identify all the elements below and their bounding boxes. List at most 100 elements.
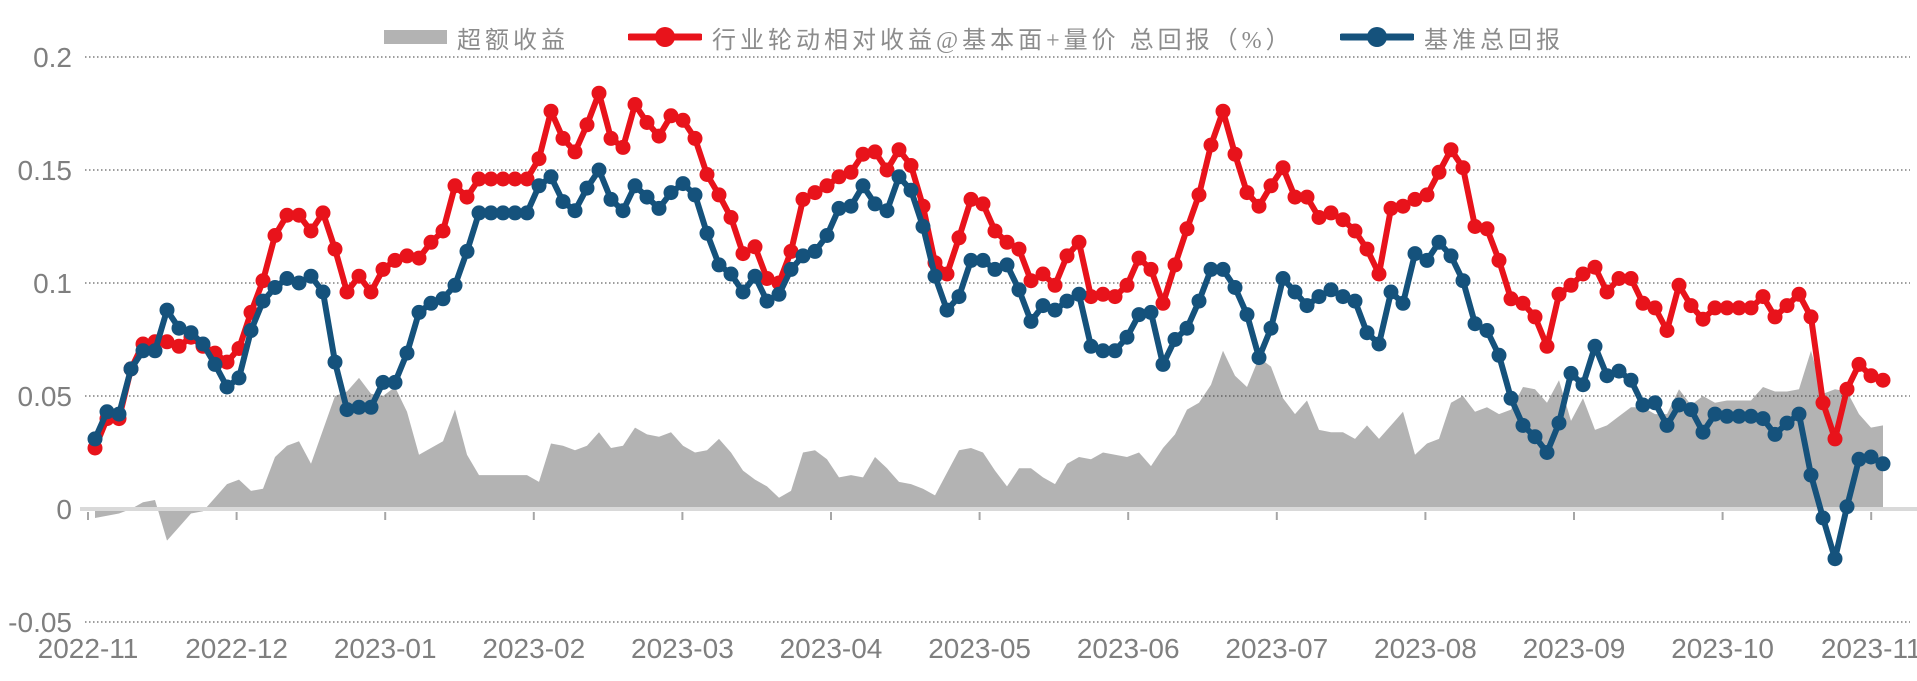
data-point-marker — [651, 200, 667, 216]
y-tick-label: 0.15 — [18, 155, 73, 186]
data-point-marker — [567, 144, 583, 160]
data-point-marker — [495, 205, 511, 221]
data-point-marker — [207, 356, 223, 372]
data-point-marker — [519, 205, 535, 221]
data-point-marker — [471, 205, 487, 221]
data-point-marker — [1767, 426, 1783, 442]
data-point-marker — [1023, 313, 1039, 329]
data-point-marker — [1287, 284, 1303, 300]
data-point-marker — [555, 130, 571, 146]
data-point-marker — [915, 219, 931, 234]
data-point-marker — [1479, 323, 1495, 338]
data-point-marker — [531, 151, 547, 167]
data-point-marker — [423, 295, 439, 311]
data-point-marker — [1551, 286, 1567, 302]
data-point-marker — [819, 228, 835, 243]
legend-label-rotation-return: 行业轮动相对收益@基本面+量价 总回报（%） — [712, 27, 1294, 54]
data-point-marker — [339, 402, 355, 418]
data-point-marker — [1071, 234, 1087, 250]
data-point-marker — [1395, 198, 1411, 214]
data-point-marker — [627, 97, 643, 112]
data-point-marker — [1443, 142, 1459, 158]
data-point-marker — [303, 268, 319, 284]
data-point-marker — [1539, 445, 1555, 460]
data-point-marker — [747, 239, 763, 255]
data-point-marker — [723, 210, 739, 225]
data-point-marker — [1827, 431, 1843, 447]
x-tick-label: 2023-08 — [1374, 633, 1477, 664]
data-point-marker — [1611, 271, 1627, 286]
data-point-marker — [279, 207, 295, 223]
data-point-marker — [1803, 467, 1819, 483]
y-tick-label: 0.1 — [33, 268, 72, 299]
data-point-marker — [999, 234, 1015, 250]
data-point-marker — [975, 252, 991, 268]
data-point-marker — [1035, 298, 1051, 314]
data-point-marker — [411, 304, 427, 320]
data-point-marker — [351, 268, 367, 284]
x-tick-label: 2023-06 — [1077, 633, 1180, 664]
data-point-marker — [1791, 286, 1807, 302]
data-point-marker — [1671, 277, 1687, 293]
data-point-marker — [1527, 309, 1543, 325]
data-point-marker — [1383, 200, 1399, 216]
data-point-marker — [1623, 372, 1639, 388]
x-tick-label: 2023-03 — [631, 633, 734, 664]
data-point-marker — [171, 320, 187, 336]
data-point-marker — [843, 164, 859, 180]
data-point-marker — [1551, 415, 1567, 431]
data-point-marker — [399, 248, 415, 264]
legend: 超额收益 行业轮动相对收益@基本面+量价 总回报（%） 基准总回报 — [0, 0, 1917, 56]
data-point-marker — [1311, 289, 1327, 305]
data-point-marker — [1815, 395, 1831, 411]
data-point-marker — [1695, 311, 1711, 327]
data-point-marker — [1227, 280, 1243, 295]
data-point-marker — [1299, 189, 1315, 205]
legend-item-benchmark-return: 基准总回报 — [1340, 20, 1564, 54]
data-point-marker — [1143, 304, 1159, 320]
data-point-marker — [1287, 189, 1303, 205]
data-point-marker — [1371, 266, 1387, 282]
x-tick-label: 2023-09 — [1523, 633, 1626, 664]
data-point-marker — [435, 223, 451, 239]
data-point-marker — [1251, 198, 1267, 214]
x-tick-label: 2023-11 — [1821, 633, 1917, 664]
data-point-marker — [1275, 271, 1291, 286]
data-point-marker — [615, 203, 631, 219]
y-tick-label: 0.2 — [33, 42, 72, 73]
data-point-marker — [1095, 343, 1111, 359]
data-point-marker — [1107, 343, 1123, 359]
data-point-marker — [1563, 365, 1579, 381]
data-point-marker — [819, 178, 835, 194]
y-tick-label: -0.05 — [8, 607, 72, 638]
data-point-marker — [999, 257, 1015, 273]
data-point-marker — [1515, 295, 1531, 311]
data-point-marker — [447, 277, 463, 293]
data-point-marker — [1827, 551, 1843, 567]
data-point-marker — [591, 85, 607, 101]
data-point-marker — [1119, 277, 1135, 293]
data-point-marker — [879, 203, 895, 219]
data-point-marker — [639, 189, 655, 205]
data-point-marker — [291, 207, 307, 223]
data-point-marker — [867, 196, 883, 212]
data-point-marker — [1419, 187, 1435, 203]
data-point-marker — [1731, 300, 1747, 316]
x-tick-label: 2022-11 — [38, 633, 139, 664]
data-point-marker — [807, 185, 823, 201]
legend-item-excess-return: 超额收益 — [384, 20, 569, 54]
data-point-marker — [567, 203, 583, 219]
data-point-marker — [783, 243, 799, 259]
data-point-marker — [699, 167, 715, 182]
data-point-marker — [1839, 499, 1855, 515]
data-point-marker — [231, 370, 247, 386]
data-point-marker — [1071, 286, 1087, 302]
data-point-marker — [255, 293, 271, 309]
data-point-marker — [1023, 273, 1039, 289]
data-point-marker — [1695, 424, 1711, 440]
data-point-marker — [1083, 289, 1099, 305]
data-point-marker — [1335, 289, 1351, 305]
data-point-marker — [1647, 395, 1663, 411]
data-point-marker — [255, 273, 271, 289]
